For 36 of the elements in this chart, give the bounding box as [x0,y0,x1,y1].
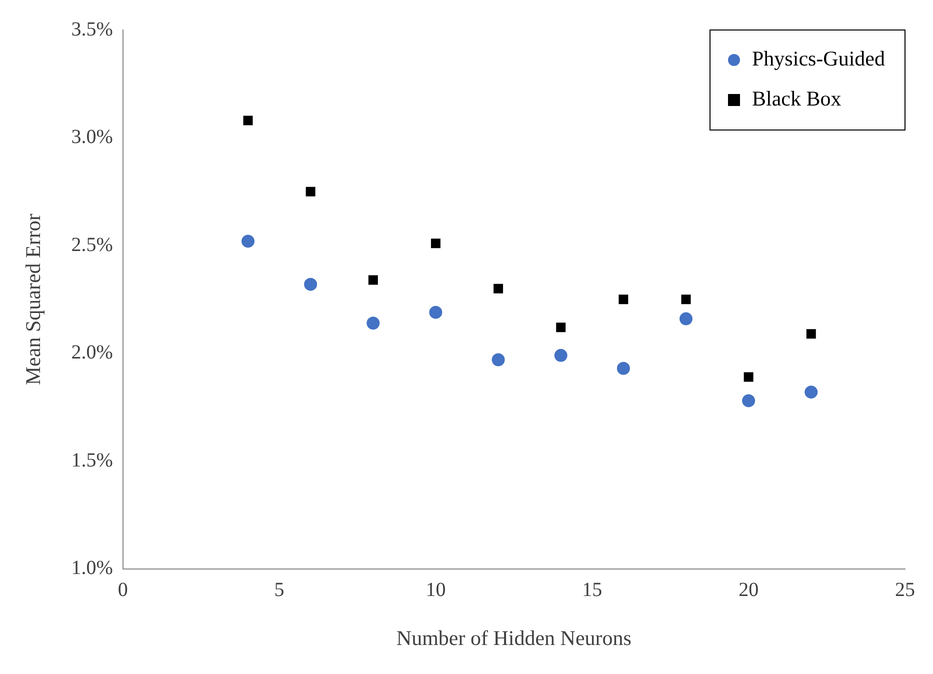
point [556,322,566,332]
x-tick-label: 10 [426,579,446,602]
y-tick-label: 2.5% [71,234,113,256]
point [243,116,253,126]
x-tick-label: 15 [582,579,602,602]
y-tick-label: 1.0% [71,557,113,580]
point [306,186,316,196]
y-tick-label: 3.5% [71,18,113,40]
y-axis-title: Mean Squared Error [21,214,46,386]
point [366,316,380,330]
point [681,294,691,304]
point [680,312,692,326]
point [742,394,756,408]
x-axis-title: Number of Hidden Neurons [396,626,632,650]
point [368,275,378,285]
point [494,284,504,294]
point [242,234,255,248]
point [804,386,818,399]
x-tick-label: 25 [895,579,915,602]
point [304,278,318,291]
x-tick-label: 20 [738,579,759,602]
legend-label: Physics-Guided [752,46,886,71]
point [554,348,568,362]
point [429,306,442,319]
y-tick-label: 2.0% [71,342,113,364]
point [806,329,816,339]
legend-label: Black Box [752,86,842,111]
y-tick-label: 1.5% [71,449,113,472]
point [616,362,630,375]
point [492,353,505,366]
point [744,372,754,382]
x-tick-label: 5 [274,579,284,602]
point [618,294,628,304]
point [430,238,440,248]
y-tick-label: 3.0% [71,126,113,148]
x-tick-label: 0 [118,579,128,602]
